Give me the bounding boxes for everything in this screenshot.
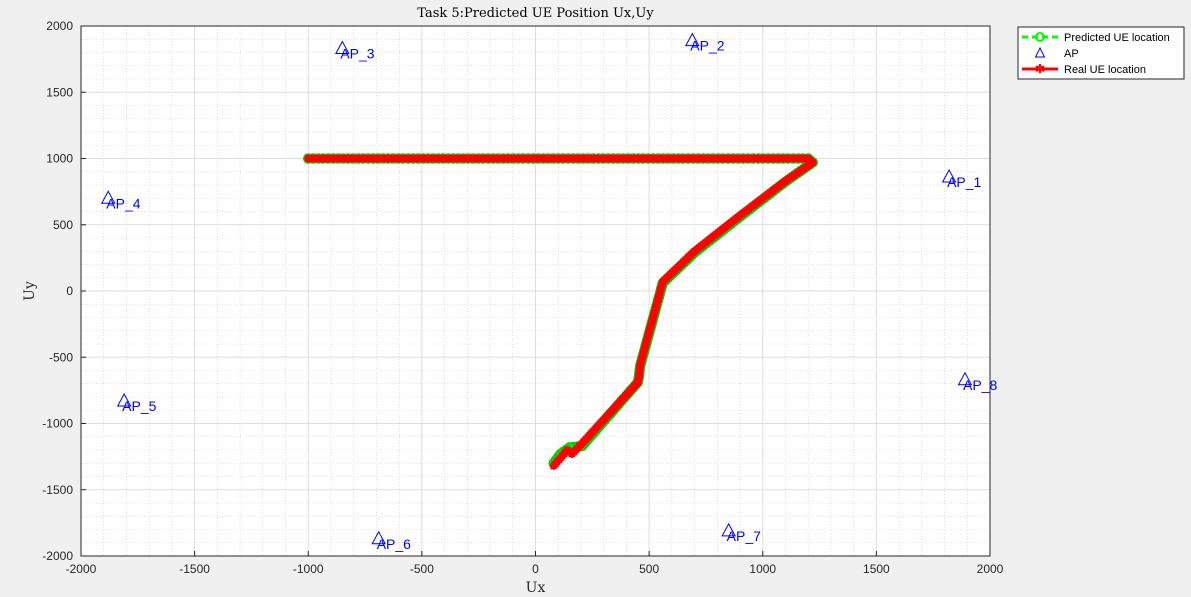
y-tick-label: 1500 xyxy=(46,85,73,99)
legend-swatch-marker: ✱ xyxy=(1035,62,1045,76)
y-tick-label: 500 xyxy=(53,218,73,232)
y-axis-label: Uy xyxy=(22,281,38,301)
ap-marker-ap-4 xyxy=(100,190,116,204)
y-tick-label: -1500 xyxy=(42,483,73,497)
ap-marker-ap-1 xyxy=(941,169,957,183)
ap-series: AP_1 AP_2 AP_3 AP_4 AP_5 AP_6 AP_7 AP_8 xyxy=(100,32,997,552)
y-axis-ticks: -2000 -1500 -1000 -500 0 500 1000 1500 2000 xyxy=(42,19,86,563)
ap-label: AP_7 xyxy=(727,528,761,544)
y-tick-label: 2000 xyxy=(46,19,73,33)
ap-marker-ap-5 xyxy=(116,392,132,407)
ap-marker-ap-6 xyxy=(371,530,387,545)
x-tick-label: -500 xyxy=(410,562,434,576)
x-tick-label: 2000 xyxy=(977,562,1004,576)
x-tick-label: 1500 xyxy=(863,562,890,576)
real-ue-point xyxy=(549,461,558,470)
ap-label: AP_6 xyxy=(377,536,411,552)
legend: Predicted UE location AP ✱ Real UE locat… xyxy=(1017,26,1185,80)
legend-label: Real UE location xyxy=(1064,64,1146,76)
ap-label: AP_3 xyxy=(340,46,374,62)
legend-label: Predicted UE location xyxy=(1064,32,1170,44)
x-axis-label: Ux xyxy=(526,580,546,596)
legend-item-real: ✱ Real UE location xyxy=(1022,62,1146,76)
x-tick-label: -1000 xyxy=(293,562,324,576)
ap-label: AP_8 xyxy=(963,377,997,393)
real-ue-series xyxy=(304,154,817,470)
ap-label: AP_2 xyxy=(690,38,724,54)
ap-marker-ap-7 xyxy=(721,522,737,537)
x-axis-ticks: -2000 -1500 -1000 -500 0 500 1000 1500 2000 xyxy=(66,551,1004,576)
x-tick-label: 500 xyxy=(639,562,659,576)
x-tick-label: -2000 xyxy=(66,562,97,576)
legend-swatch-marker xyxy=(1034,46,1046,58)
y-tick-label: 0 xyxy=(66,284,73,298)
ap-label: AP_5 xyxy=(122,398,156,414)
legend-item-ap: AP xyxy=(1034,46,1079,60)
x-tick-label: 0 xyxy=(532,562,539,576)
x-tick-label: -1500 xyxy=(179,562,210,576)
y-tick-label: -500 xyxy=(49,350,73,364)
y-tick-label: 1000 xyxy=(46,152,73,166)
legend-item-predicted: Predicted UE location xyxy=(1022,32,1170,44)
x-tick-label: 1000 xyxy=(749,562,776,576)
legend-swatch-marker xyxy=(1035,32,1045,42)
y-tick-label: -1000 xyxy=(42,417,73,431)
ap-marker-ap-8 xyxy=(957,371,973,386)
y-tick-label: -2000 xyxy=(42,549,73,563)
chart-title: Task 5:Predicted UE Position Ux,Uy xyxy=(417,6,654,21)
ap-label: AP_1 xyxy=(947,174,981,190)
ap-marker-ap-2 xyxy=(684,32,700,47)
ap-marker-ap-3 xyxy=(334,40,350,55)
legend-label: AP xyxy=(1064,48,1079,60)
ap-label: AP_4 xyxy=(106,195,140,211)
